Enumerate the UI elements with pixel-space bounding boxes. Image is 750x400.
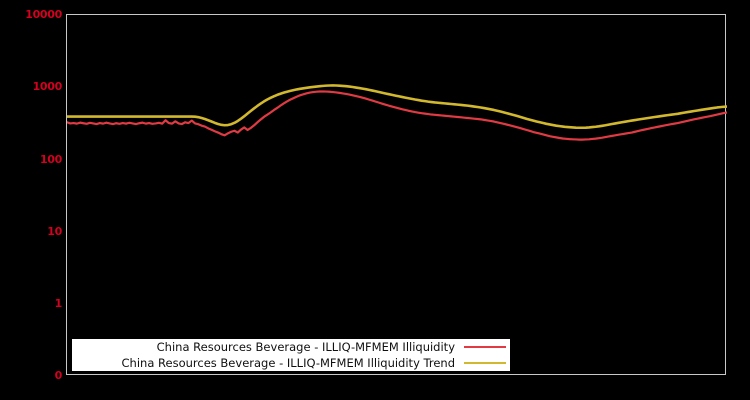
plot-area — [66, 14, 727, 375]
legend-entry-illiquidity: China Resources Beverage - ILLIQ-MFMEM I… — [72, 339, 510, 355]
y-tick-label-1000: 1000 — [32, 80, 63, 93]
legend-swatch-trend — [464, 362, 506, 364]
legend-swatch-illiquidity — [464, 346, 506, 348]
y-tick-label-100: 100 — [39, 153, 62, 166]
series-canvas — [67, 84, 727, 141]
y-tick-label-0: 0 — [54, 369, 63, 382]
legend-label-illiquidity: China Resources Beverage - ILLIQ-MFMEM I… — [156, 339, 455, 354]
series-line-illiquidity — [67, 90, 727, 141]
legend-label-trend: China Resources Beverage - ILLIQ-MFMEM I… — [121, 355, 455, 370]
y-tick-label-10000: 10000 — [25, 8, 62, 21]
legend: China Resources Beverage - ILLIQ-MFMEM I… — [72, 339, 510, 371]
legend-entry-trend: China Resources Beverage - ILLIQ-MFMEM I… — [72, 355, 510, 371]
series-line-trend — [67, 84, 727, 130]
y-axis: 10000 1000 100 10 1 0 — [0, 0, 62, 400]
y-tick-label-10: 10 — [47, 225, 62, 238]
y-tick-label-1: 1 — [54, 297, 63, 310]
